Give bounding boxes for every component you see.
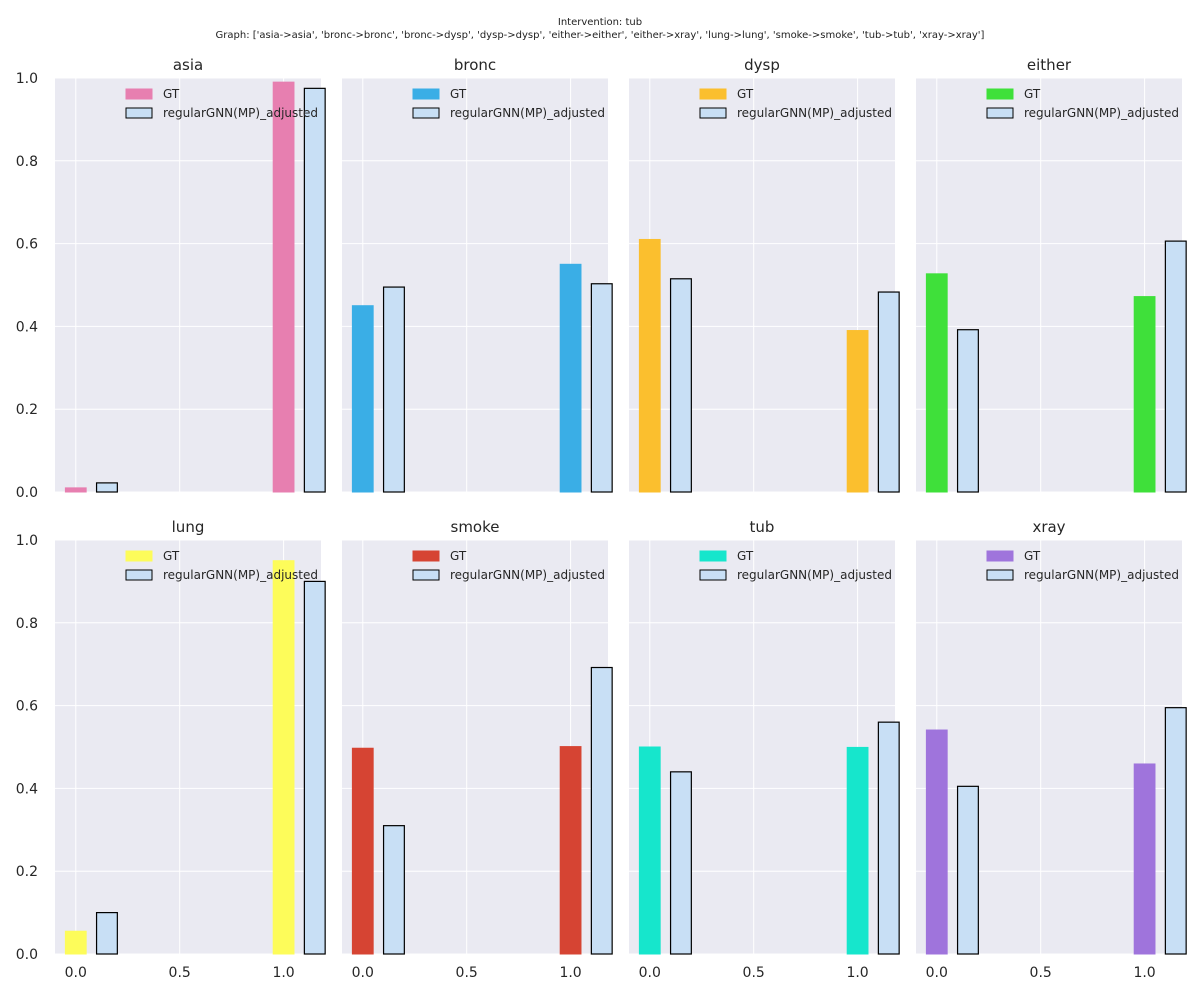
- legend-label-gt-smoke: GT: [450, 549, 467, 563]
- bar-model-either-0: [956, 329, 979, 493]
- legend-label-gt-dysp: GT: [737, 87, 754, 101]
- bar-model-lung-1: [303, 580, 326, 955]
- legend-label-model-either: regularGNN(MP)_adjusted: [1024, 106, 1179, 120]
- legend-swatch-gt-dysp: [699, 88, 727, 100]
- bar-model-bronc-1: [590, 283, 613, 493]
- bar-model-tub-1: [877, 721, 900, 955]
- xtick-label: 0.5: [1030, 965, 1052, 981]
- legend-swatch-model-lung: [125, 569, 153, 581]
- legend-label-gt-either: GT: [1024, 87, 1041, 101]
- bar-model-xray-0: [956, 785, 979, 955]
- bar-model-dysp-1: [877, 291, 900, 493]
- bar-model-xray-1: [1164, 707, 1187, 955]
- ytick-label: 0.4: [16, 319, 38, 335]
- xtick-label: 0.0: [65, 965, 87, 981]
- xtick-label: 0.0: [926, 965, 948, 981]
- xtick-label: 0.5: [743, 965, 765, 981]
- legend-label-model-tub: regularGNN(MP)_adjusted: [737, 568, 892, 582]
- xtick-label: 0.5: [456, 965, 478, 981]
- legend-label-model-smoke: regularGNN(MP)_adjusted: [450, 568, 605, 582]
- legend-label-gt-lung: GT: [163, 549, 180, 563]
- legend-swatch-gt-lung: [125, 550, 153, 562]
- legend-label-gt-asia: GT: [163, 87, 180, 101]
- bar-gt-tub-1: [846, 746, 869, 955]
- xtick-label: 1.0: [272, 965, 294, 981]
- bar-model-tub-0: [669, 771, 692, 955]
- legend-swatch-model-asia: [125, 107, 153, 119]
- panel-title-bronc: bronc: [454, 56, 496, 74]
- legend-swatch-model-either: [986, 107, 1014, 119]
- ytick-label: 1.0: [16, 533, 38, 549]
- legend-label-gt-bronc: GT: [450, 87, 467, 101]
- bar-gt-lung-1: [272, 560, 295, 955]
- xtick-label: 0.0: [352, 965, 374, 981]
- legend-label-model-lung: regularGNN(MP)_adjusted: [163, 568, 318, 582]
- bar-gt-lung-0: [64, 930, 87, 955]
- ytick-label: 0.4: [16, 781, 38, 797]
- legend-label-model-asia: regularGNN(MP)_adjusted: [163, 106, 318, 120]
- bar-model-either-1: [1164, 240, 1187, 493]
- xtick-label: 1.0: [559, 965, 581, 981]
- bar-model-bronc-0: [382, 286, 405, 493]
- ytick-label: 0.6: [16, 699, 38, 715]
- suptitle-line1: Intervention: tub: [557, 17, 643, 28]
- bar-model-smoke-0: [382, 825, 405, 955]
- bar-gt-either-1: [1133, 296, 1156, 493]
- bar-gt-asia-1: [272, 81, 295, 493]
- legend-label-gt-tub: GT: [737, 549, 754, 563]
- legend-swatch-gt-either: [986, 88, 1014, 100]
- ytick-label: 0.6: [16, 237, 38, 253]
- legend-swatch-model-smoke: [412, 569, 440, 581]
- bar-model-dysp-0: [669, 278, 692, 493]
- panel-title-tub: tub: [750, 518, 775, 536]
- ytick-label: 0.0: [16, 485, 38, 501]
- xtick-label: 1.0: [846, 965, 868, 981]
- ytick-label: 1.0: [16, 71, 38, 87]
- legend-label-model-xray: regularGNN(MP)_adjusted: [1024, 568, 1179, 582]
- panel-title-smoke: smoke: [451, 518, 500, 536]
- panel-title-lung: lung: [172, 518, 205, 536]
- legend-swatch-gt-bronc: [412, 88, 440, 100]
- bar-gt-either-0: [925, 273, 948, 493]
- legend-swatch-gt-asia: [125, 88, 153, 100]
- ytick-label: 0.8: [16, 154, 38, 170]
- legend-swatch-model-bronc: [412, 107, 440, 119]
- bar-gt-smoke-1: [559, 746, 582, 955]
- legend-label-model-dysp: regularGNN(MP)_adjusted: [737, 106, 892, 120]
- legend-label-gt-xray: GT: [1024, 549, 1041, 563]
- legend-swatch-gt-smoke: [412, 550, 440, 562]
- bar-model-asia-0: [95, 482, 118, 493]
- legend-swatch-model-tub: [699, 569, 727, 581]
- bar-gt-xray-0: [925, 729, 948, 955]
- bar-gt-xray-1: [1133, 763, 1156, 955]
- panel-title-either: either: [1027, 56, 1072, 74]
- legend-label-model-bronc: regularGNN(MP)_adjusted: [450, 106, 605, 120]
- legend-swatch-gt-tub: [699, 550, 727, 562]
- panel-title-dysp: dysp: [744, 56, 780, 74]
- panel-title-xray: xray: [1032, 518, 1065, 536]
- legend-swatch-gt-xray: [986, 550, 1014, 562]
- ytick-label: 0.2: [16, 864, 38, 880]
- bar-gt-bronc-0: [351, 305, 374, 493]
- bar-gt-dysp-1: [846, 330, 869, 493]
- ytick-label: 0.8: [16, 616, 38, 632]
- xtick-label: 0.5: [169, 965, 191, 981]
- ytick-label: 0.2: [16, 402, 38, 418]
- bar-gt-dysp-0: [638, 238, 661, 493]
- bar-gt-bronc-1: [559, 263, 582, 493]
- bar-gt-tub-0: [638, 746, 661, 955]
- bar-model-asia-1: [303, 87, 326, 493]
- suptitle-line2: Graph: ['asia->asia', 'bronc->bronc', 'b…: [215, 30, 985, 41]
- bar-model-smoke-1: [590, 666, 613, 955]
- panel-title-asia: asia: [173, 56, 203, 74]
- bar-gt-smoke-0: [351, 747, 374, 955]
- xtick-label: 0.0: [639, 965, 661, 981]
- legend-swatch-model-dysp: [699, 107, 727, 119]
- bar-gt-asia-0: [64, 487, 87, 493]
- ytick-label: 0.0: [16, 947, 38, 963]
- bar-model-lung-0: [95, 911, 118, 955]
- legend-swatch-model-xray: [986, 569, 1014, 581]
- xtick-label: 1.0: [1133, 965, 1155, 981]
